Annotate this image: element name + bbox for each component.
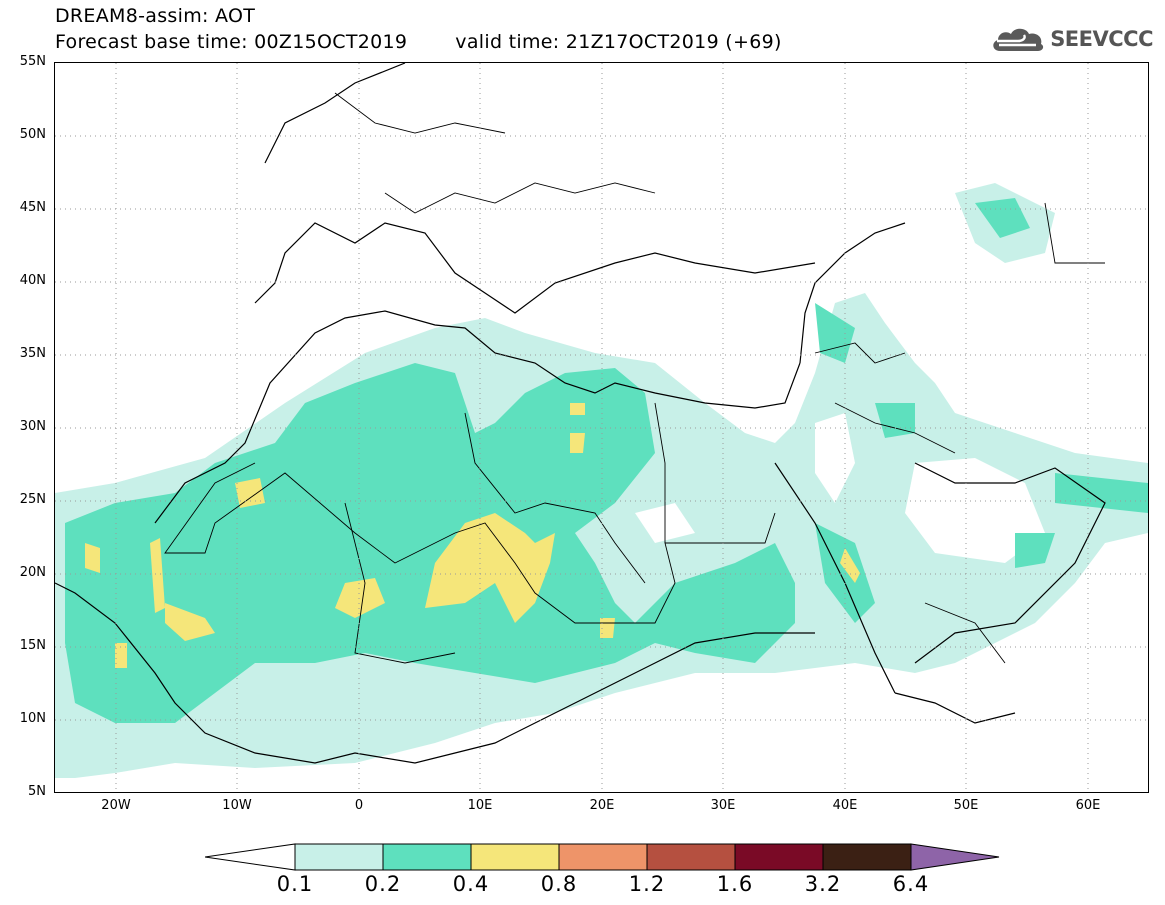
aot-band-0-4 [85, 403, 860, 668]
lat-label: 30N [19, 419, 46, 434]
aot-map [55, 63, 1148, 792]
cloud-icon [993, 28, 1044, 51]
lat-label: 10N [19, 711, 46, 726]
colorbar-label: 0.1 [276, 872, 314, 896]
lon-label: 40E [832, 798, 858, 813]
colorbar-high-arrow [910, 843, 1000, 871]
lat-label: 20N [19, 565, 46, 580]
seevccc-logo: SEEVCCC [990, 20, 1153, 58]
lat-label: 35N [19, 346, 46, 361]
coastlines [55, 63, 1106, 764]
lon-label: 60E [1075, 798, 1101, 813]
colorbar-label: 3.2 [804, 872, 842, 896]
lat-label: 40N [19, 273, 46, 288]
colorbar-label: 0.2 [364, 872, 402, 896]
lon-label: 30E [710, 798, 736, 813]
colorbar-label: 0.8 [540, 872, 578, 896]
colorbar-swatch [294, 843, 384, 871]
lon-label: 10W [222, 798, 252, 813]
lon-label: 10E [467, 798, 493, 813]
forecast-times: Forecast base time: 00Z15OCT2019 valid ti… [55, 31, 782, 53]
lat-label: 15N [19, 638, 46, 653]
colorbar-low-arrow [205, 843, 296, 871]
colorbar [205, 843, 1000, 871]
colorbar-label: 0.4 [452, 872, 490, 896]
map-panel [54, 62, 1149, 793]
lat-label: 55N [19, 54, 46, 69]
colorbar-swatch [822, 843, 912, 871]
lon-label: 50E [953, 798, 979, 813]
country-borders [164, 92, 1105, 664]
lat-label: 5N [28, 784, 46, 799]
colorbar-label: 1.2 [628, 872, 666, 896]
colorbar-label: 1.6 [716, 872, 754, 896]
lat-label: 25N [19, 492, 46, 507]
colorbar-swatch [734, 843, 824, 871]
lon-label: 20W [101, 798, 131, 813]
lat-label: 45N [19, 200, 46, 215]
logo-text: SEEVCCC [1050, 27, 1153, 51]
lon-label: 0 [354, 798, 364, 813]
colorbar-swatch [470, 843, 560, 871]
colorbar-swatch [382, 843, 472, 871]
colorbar-swatch [558, 843, 648, 871]
valid-time: valid time: 21Z17OCT2019 (+69) [455, 31, 782, 53]
colorbar-swatch [646, 843, 736, 871]
lon-label: 20E [589, 798, 615, 813]
colorbar-label: 6.4 [892, 872, 930, 896]
lat-label: 50N [19, 127, 46, 142]
base-time: Forecast base time: 00Z15OCT2019 [55, 31, 408, 53]
map-title: DREAM8-assim: AOT [55, 5, 256, 27]
